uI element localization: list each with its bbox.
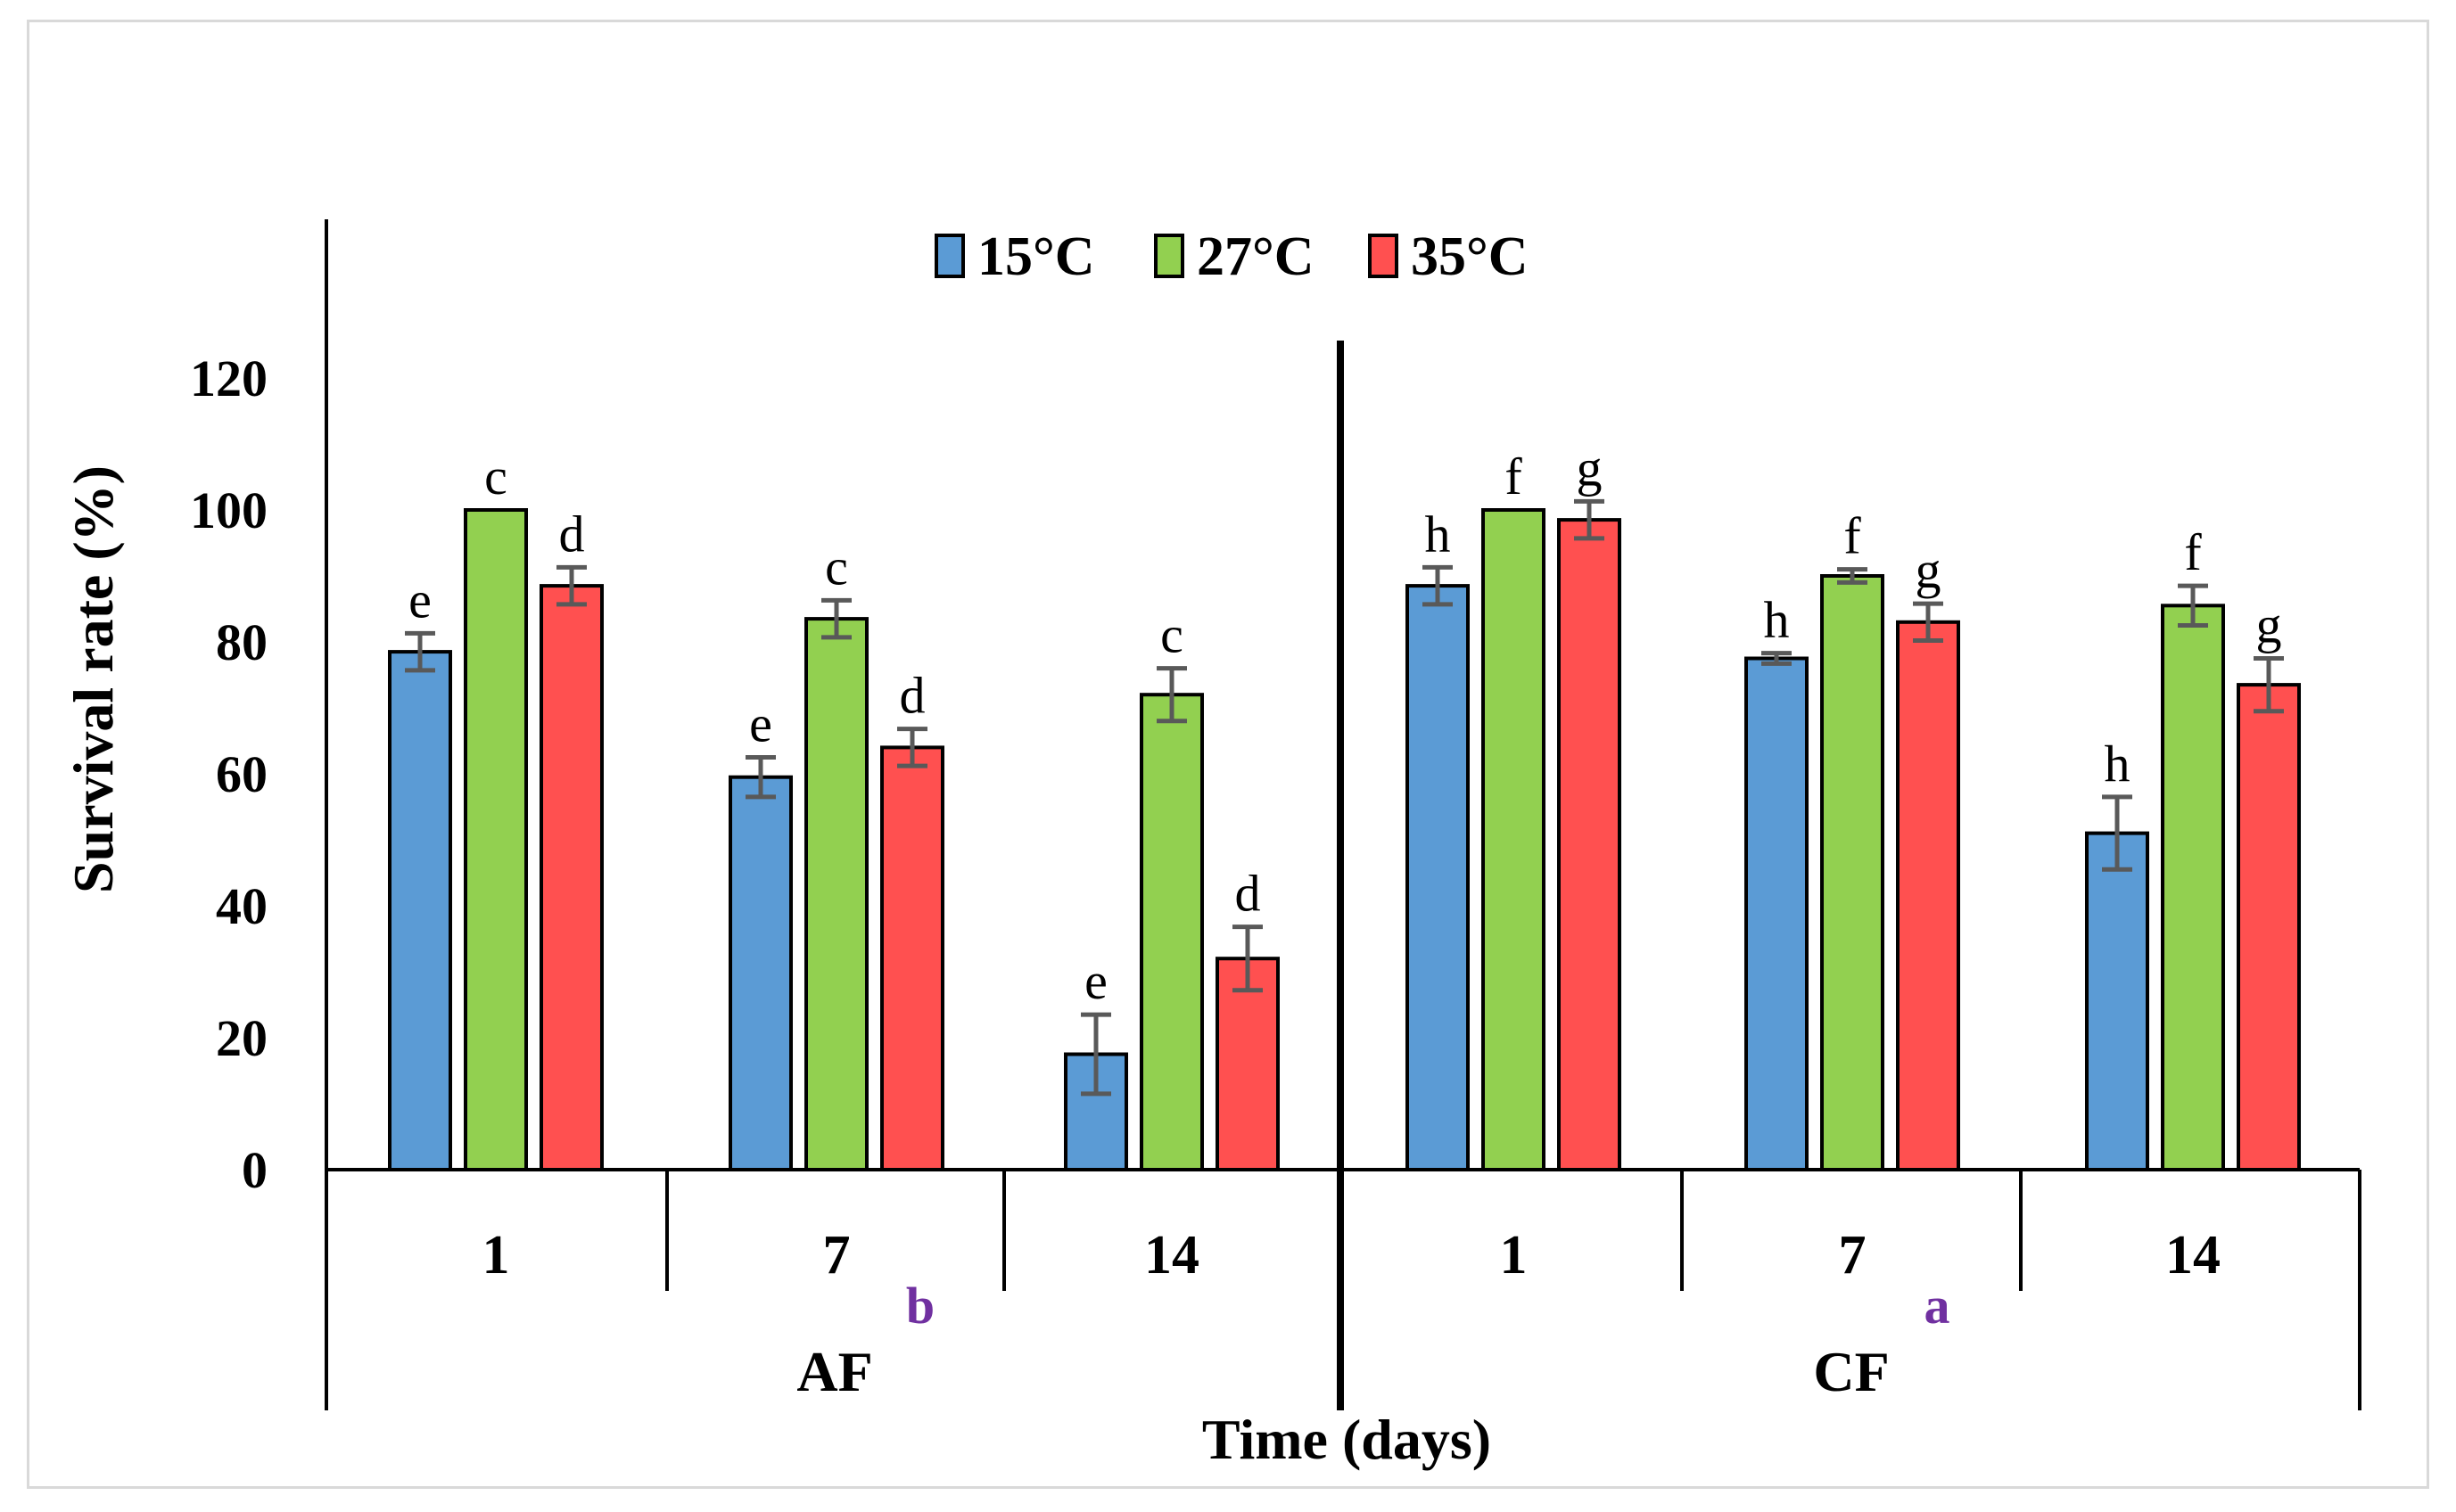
axes-layer: [325, 219, 2361, 1410]
bars-layer: [388, 508, 2301, 1172]
group-label: AF: [796, 1340, 872, 1403]
bar: [1405, 584, 1470, 1171]
bar: [1481, 508, 1545, 1171]
legend-label: 15°C: [977, 226, 1095, 287]
y-tick-label: 80: [216, 613, 268, 671]
significance-letter: d: [559, 505, 585, 563]
group-significance-letter: b: [906, 1277, 935, 1335]
x-axis-title: Time (days): [1202, 1408, 1491, 1471]
significance-letter: c: [1160, 606, 1183, 664]
y-tick-label: 40: [216, 877, 268, 935]
significance-letter: h: [1764, 591, 1790, 649]
significance-letter: g: [1577, 439, 1603, 497]
group-significance-letter: a: [1924, 1277, 1950, 1335]
significance-letter: h: [2105, 735, 2130, 793]
significance-letter: e: [1084, 952, 1108, 1010]
category-label: 14: [2165, 1225, 2221, 1286]
bar: [804, 617, 869, 1171]
category-label: 1: [1500, 1225, 1528, 1286]
significance-letters-layer: e e e h h h c c c f f f d d d g g g: [408, 439, 2281, 1010]
bar: [1557, 518, 1621, 1171]
significance-letter: f: [1843, 507, 1861, 565]
significance-letter: c: [484, 448, 507, 505]
category-label: 1: [482, 1225, 510, 1286]
significance-letter: g: [2256, 596, 2282, 654]
y-tick-label: 20: [216, 1009, 268, 1067]
y-axis-title: Survival rate (%): [62, 465, 125, 893]
significance-letter: f: [2184, 523, 2202, 581]
legend-swatch: [1154, 234, 1184, 278]
significance-letter: f: [1504, 448, 1522, 505]
legend-label: 35°C: [1411, 226, 1529, 287]
legend-swatch: [1368, 234, 1398, 278]
y-tick-label: 60: [216, 745, 268, 803]
significance-letter: d: [1235, 865, 1261, 923]
category-label: 14: [1144, 1225, 1199, 1286]
category-labels-layer: 1 7 14 AF b 1 7 14 CF a: [482, 1225, 2221, 1403]
category-label: 7: [1839, 1225, 1867, 1286]
y-tick-labels-layer: 0 20 40 60 80 100 120: [190, 349, 268, 1199]
y-tick-label: 100: [190, 481, 268, 539]
bar: [729, 775, 793, 1171]
bar: [2237, 683, 2301, 1171]
significance-letter: g: [1916, 541, 1941, 599]
error-bars-layer: [405, 498, 2284, 1097]
significance-letter: e: [408, 571, 432, 629]
bar: [1140, 693, 1204, 1171]
group-label: CF: [1813, 1340, 1889, 1403]
significance-letter: d: [900, 667, 926, 725]
bar: [1744, 656, 1809, 1171]
significance-letter: h: [1425, 505, 1451, 563]
category-label: 7: [823, 1225, 851, 1286]
legend-swatch: [935, 234, 965, 278]
legend-label: 27°C: [1197, 226, 1315, 287]
significance-letter: e: [749, 695, 772, 753]
bar: [464, 508, 528, 1171]
significance-letter: c: [825, 538, 848, 596]
y-tick-label: 0: [242, 1141, 268, 1199]
bar: [2085, 831, 2149, 1171]
bar: [388, 650, 452, 1171]
bar: [1820, 574, 1884, 1171]
legend: 15°C 27°C 35°C: [935, 226, 1529, 287]
bar: [1896, 620, 1960, 1171]
bar: [540, 584, 604, 1171]
bar: [880, 745, 944, 1172]
bar: [2161, 604, 2225, 1171]
y-tick-label: 120: [190, 349, 268, 407]
